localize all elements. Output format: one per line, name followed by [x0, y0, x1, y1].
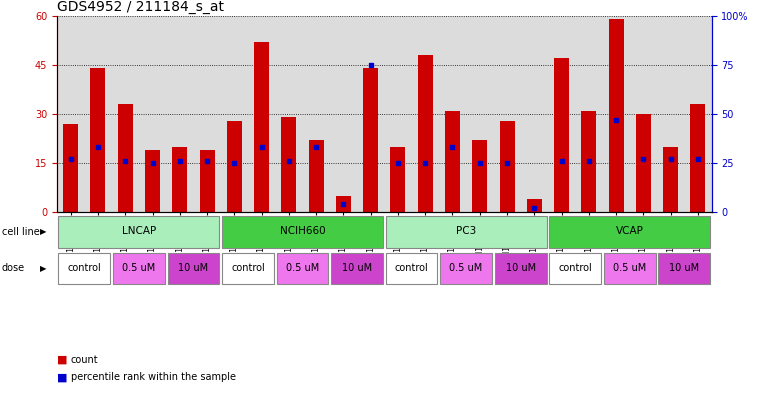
Text: PC3: PC3: [456, 226, 476, 236]
Bar: [282, 117, 296, 212]
Bar: [690, 104, 705, 212]
Bar: [167, 252, 219, 284]
Text: 10 uM: 10 uM: [505, 263, 536, 273]
Bar: [222, 216, 383, 248]
Text: control: control: [559, 263, 592, 273]
Bar: [91, 68, 106, 212]
Bar: [172, 147, 187, 212]
Bar: [663, 147, 678, 212]
Text: 10 uM: 10 uM: [342, 263, 372, 273]
Text: ▶: ▶: [40, 264, 46, 273]
Bar: [309, 140, 323, 212]
Text: dose: dose: [2, 263, 24, 274]
Text: 0.5 uM: 0.5 uM: [123, 263, 155, 273]
Bar: [581, 111, 597, 212]
Bar: [495, 252, 546, 284]
Bar: [386, 216, 546, 248]
Text: count: count: [71, 354, 98, 365]
Bar: [336, 196, 351, 212]
Text: cell line: cell line: [2, 227, 40, 237]
Bar: [254, 42, 269, 212]
Bar: [113, 252, 165, 284]
Text: percentile rank within the sample: percentile rank within the sample: [71, 372, 236, 382]
Text: ▶: ▶: [40, 228, 46, 236]
Text: 10 uM: 10 uM: [669, 263, 699, 273]
Bar: [118, 104, 132, 212]
Text: VCAP: VCAP: [616, 226, 644, 236]
Text: ■: ■: [57, 372, 68, 382]
Text: 0.5 uM: 0.5 uM: [286, 263, 319, 273]
Text: 0.5 uM: 0.5 uM: [450, 263, 482, 273]
Text: 10 uM: 10 uM: [178, 263, 209, 273]
Bar: [199, 150, 215, 212]
Bar: [549, 252, 601, 284]
Text: ■: ■: [57, 354, 68, 365]
Bar: [276, 252, 329, 284]
Bar: [227, 121, 242, 212]
Text: NCIH660: NCIH660: [280, 226, 325, 236]
Bar: [59, 216, 219, 248]
Bar: [499, 121, 514, 212]
Bar: [59, 252, 110, 284]
Bar: [658, 252, 710, 284]
Bar: [603, 252, 656, 284]
Bar: [554, 58, 569, 212]
Bar: [527, 199, 542, 212]
Bar: [549, 216, 710, 248]
Bar: [445, 111, 460, 212]
Text: control: control: [68, 263, 101, 273]
Bar: [145, 150, 160, 212]
Text: 0.5 uM: 0.5 uM: [613, 263, 646, 273]
Text: LNCAP: LNCAP: [122, 226, 156, 236]
Text: GDS4952 / 211184_s_at: GDS4952 / 211184_s_at: [57, 0, 224, 14]
Bar: [222, 252, 274, 284]
Bar: [473, 140, 487, 212]
Bar: [636, 114, 651, 212]
Bar: [609, 19, 623, 212]
Bar: [440, 252, 492, 284]
Bar: [363, 68, 378, 212]
Bar: [331, 252, 383, 284]
Bar: [390, 147, 406, 212]
Text: control: control: [395, 263, 428, 273]
Bar: [418, 55, 433, 212]
Text: control: control: [231, 263, 265, 273]
Bar: [386, 252, 438, 284]
Bar: [63, 124, 78, 212]
